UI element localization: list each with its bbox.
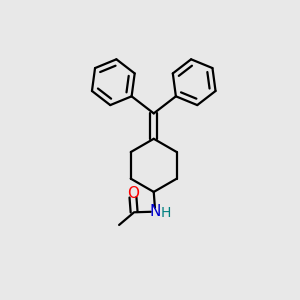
Text: O: O — [127, 186, 139, 201]
Text: N: N — [149, 204, 160, 219]
Text: H: H — [161, 206, 171, 220]
